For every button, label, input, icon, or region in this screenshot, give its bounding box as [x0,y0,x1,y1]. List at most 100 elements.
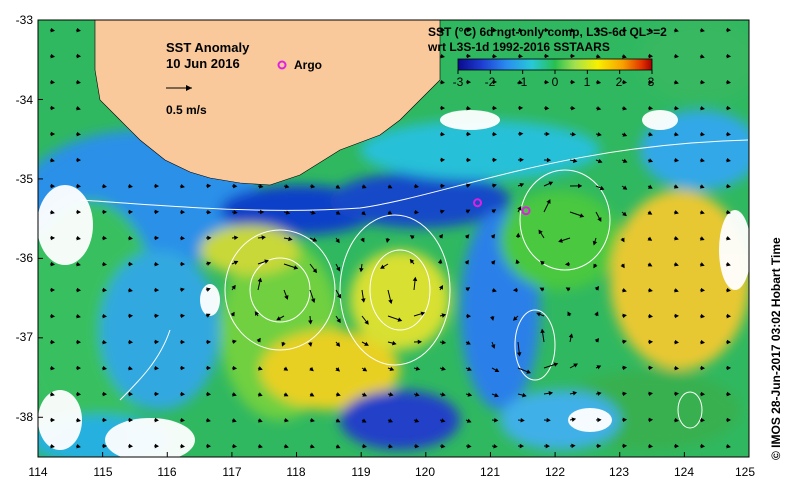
current-vector-head [385,238,391,243]
tick-marks [37,19,750,457]
current-vector-head [254,311,259,316]
current-vector-head [674,131,679,137]
current-vector-head [309,366,314,372]
current-vector-head [492,288,497,293]
current-vector-head [76,443,81,449]
lon-tick-label: 116 [157,465,176,479]
current-vector-head [441,392,446,397]
current-vector-head [409,235,415,240]
current-vector-head [726,27,732,33]
current-vector-head [648,287,653,293]
current-vector-head [258,443,263,449]
current-vector-head [102,209,108,215]
current-vector-head [467,392,473,397]
current-vector-head [128,417,134,423]
current-vector-head [102,443,108,449]
current-vector-head [361,210,366,216]
lon-tick-label: 120 [415,465,435,479]
current-vector-head [360,237,365,243]
current-vector-head [276,316,281,321]
current-vector-head [571,131,577,137]
current-vector-head [622,313,627,319]
lon-tick-label: 119 [351,465,370,479]
current-vector-head [726,53,732,59]
current-vector-head [50,79,56,85]
current-vector-head [518,53,524,59]
current-vector-head [102,313,108,319]
current-vector-head [102,339,107,345]
current-vector-head [206,443,212,449]
current-vector-head [335,342,341,347]
current-vector-head [544,105,550,111]
lon-tick-label: 124 [674,465,694,479]
lon-tick-label: 121 [480,465,500,479]
current-vector-head [726,209,731,215]
current-vector-head [466,105,471,111]
current-vector-head [440,209,445,214]
current-vector-head [154,313,160,319]
current-vector-head [466,79,472,85]
current-vector-head [512,287,518,293]
current-vector-head [597,417,602,423]
current-vector-head [234,235,239,241]
current-vector-head [647,210,653,215]
current-vector-head [180,339,186,345]
current-vector-head [492,157,498,163]
current-vector-head [284,184,290,189]
current-vector-head [593,263,598,269]
current-vector-head [420,311,426,316]
current-vector-head [464,259,469,265]
current-vector-head [50,27,55,33]
current-vector-head [700,339,705,345]
land-mass [94,20,441,186]
current-vector-head [594,286,600,291]
current-vector-head [648,53,654,59]
current-vector-head [128,339,134,345]
current-vector-head [180,417,185,423]
current-vector-head [205,313,211,318]
argo-markers [473,198,531,216]
current-vector-head [726,183,731,189]
current-vector-head [596,79,602,85]
current-vector-head [76,209,82,215]
current-vector-head [362,443,367,449]
current-vector-head [50,209,55,215]
current-vector-head [261,235,266,240]
current-vector-head [465,209,471,214]
current-vector-head [594,311,599,317]
current-vector-head [233,260,239,265]
current-vector-head [622,417,628,423]
current-vector-head [674,391,680,397]
current-vector-head [50,392,55,397]
current-vector-head [622,211,627,217]
current-vector-head [492,79,498,85]
current-vector-head [674,365,680,371]
current-vector-head [364,320,369,325]
current-vector-head [726,105,732,111]
current-vector-head [50,417,56,423]
current-vector-head [387,210,393,215]
current-vector-head [492,183,497,188]
current-vector-head [674,288,679,293]
current-vector-head [466,183,471,188]
current-vector-head [544,79,550,85]
argo-legend-icon [277,60,287,70]
current-vector-head [492,53,497,59]
current-vector-head [440,105,446,111]
current-vector-head [700,210,705,215]
current-vector-head [515,259,520,264]
colorbar-tick-label: 1 [584,75,591,89]
current-vector-head [258,184,264,189]
current-vector-head [293,265,299,270]
current-vector-head [494,417,499,423]
current-vector-head [515,232,521,238]
current-vector-head [50,261,56,267]
current-vector-head [76,235,81,241]
current-vector-head [50,53,55,59]
current-vector-head [558,238,563,243]
current-vector-head [308,320,313,325]
lat-tick-label: -37 [16,330,34,344]
current-vector-head [622,443,628,449]
current-vector-head [154,209,160,215]
